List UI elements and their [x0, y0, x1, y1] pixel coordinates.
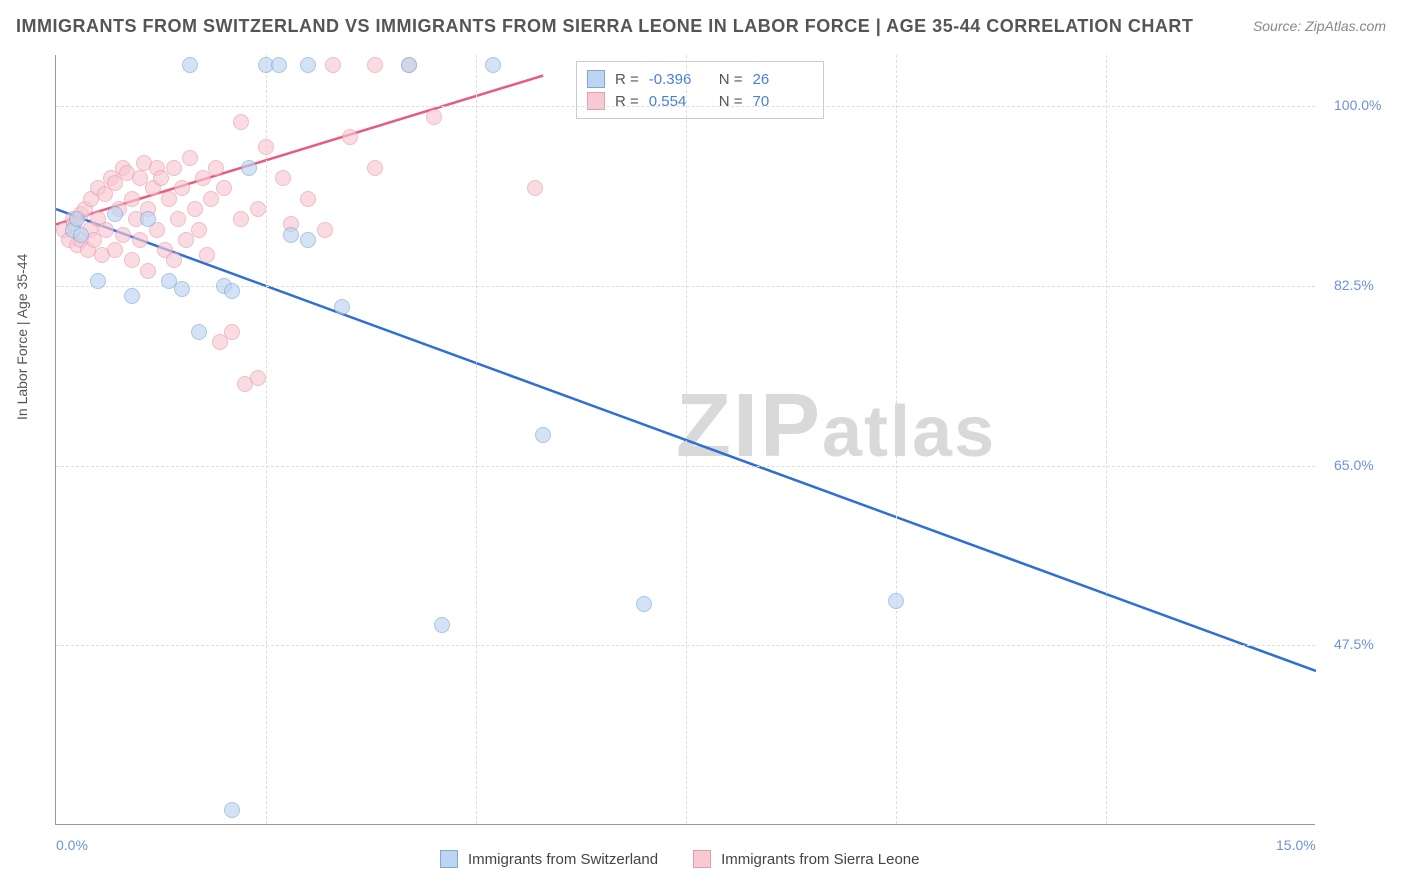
- legend-inset-row: R =-0.396N =26: [587, 68, 813, 90]
- scatter-point-b: [166, 160, 182, 176]
- x-tick-label: 0.0%: [56, 837, 88, 853]
- scatter-point-b: [199, 247, 215, 263]
- y-tick-label: 100.0%: [1334, 97, 1381, 113]
- scatter-point-b: [258, 139, 274, 155]
- scatter-point-b: [132, 232, 148, 248]
- scatter-point-b: [140, 263, 156, 279]
- legend-label: Immigrants from Sierra Leone: [721, 851, 919, 868]
- y-tick-label: 65.0%: [1334, 457, 1374, 473]
- scatter-point-b: [98, 222, 114, 238]
- legend-swatch: [693, 850, 711, 868]
- scatter-point-b: [250, 201, 266, 217]
- scatter-point-a: [401, 57, 417, 73]
- legend-inset: R =-0.396N =26R =0.554N =70: [576, 61, 824, 119]
- scatter-point-a: [191, 324, 207, 340]
- scatter-point-a: [107, 206, 123, 222]
- scatter-point-b: [187, 201, 203, 217]
- scatter-point-b: [426, 109, 442, 125]
- gridline-v: [266, 55, 267, 824]
- plot-area: ZIPatlas R =-0.396N =26R =0.554N =70 47.…: [55, 55, 1315, 825]
- legend-inset-row: R =0.554N =70: [587, 90, 813, 112]
- scatter-point-b: [182, 150, 198, 166]
- scatter-point-b: [300, 191, 316, 207]
- scatter-point-b: [166, 252, 182, 268]
- scatter-point-b: [342, 129, 358, 145]
- scatter-point-b: [107, 242, 123, 258]
- gridline-v: [896, 55, 897, 824]
- scatter-point-a: [241, 160, 257, 176]
- scatter-point-a: [224, 283, 240, 299]
- scatter-point-b: [174, 180, 190, 196]
- scatter-point-a: [535, 427, 551, 443]
- legend-bottom: Immigrants from Switzerland Immigrants fr…: [440, 850, 944, 868]
- scatter-point-b: [233, 114, 249, 130]
- watermark: ZIPatlas: [676, 375, 996, 478]
- scatter-point-a: [334, 299, 350, 315]
- scatter-point-b: [115, 227, 131, 243]
- scatter-point-a: [434, 617, 450, 633]
- scatter-point-a: [283, 227, 299, 243]
- scatter-point-b: [191, 222, 207, 238]
- scatter-point-a: [300, 232, 316, 248]
- gridline-v: [1106, 55, 1107, 824]
- scatter-point-a: [224, 802, 240, 818]
- gridline-v: [686, 55, 687, 824]
- scatter-point-b: [216, 180, 232, 196]
- y-tick-label: 82.5%: [1334, 277, 1374, 293]
- scatter-point-a: [271, 57, 287, 73]
- scatter-point-b: [170, 211, 186, 227]
- scatter-point-a: [69, 211, 85, 227]
- scatter-point-b: [367, 160, 383, 176]
- scatter-point-b: [317, 222, 333, 238]
- chart-title: IMMIGRANTS FROM SWITZERLAND VS IMMIGRANT…: [16, 16, 1193, 37]
- y-axis-title: In Labor Force | Age 35-44: [14, 254, 30, 420]
- gridline-v: [476, 55, 477, 824]
- scatter-point-a: [124, 288, 140, 304]
- scatter-point-b: [367, 57, 383, 73]
- scatter-point-a: [140, 211, 156, 227]
- legend-swatch: [440, 850, 458, 868]
- scatter-point-b: [224, 324, 240, 340]
- legend-label: Immigrants from Switzerland: [468, 851, 658, 868]
- scatter-point-a: [182, 57, 198, 73]
- scatter-point-b: [527, 180, 543, 196]
- y-tick-label: 47.5%: [1334, 636, 1374, 652]
- source-attribution: Source: ZipAtlas.com: [1253, 18, 1386, 34]
- legend-swatch: [587, 70, 605, 88]
- scatter-point-a: [90, 273, 106, 289]
- scatter-point-b: [208, 160, 224, 176]
- scatter-point-b: [233, 211, 249, 227]
- scatter-point-a: [636, 596, 652, 612]
- scatter-point-a: [174, 281, 190, 297]
- scatter-point-b: [124, 252, 140, 268]
- scatter-point-a: [888, 593, 904, 609]
- scatter-point-a: [73, 227, 89, 243]
- scatter-point-b: [325, 57, 341, 73]
- x-tick-label: 15.0%: [1276, 837, 1316, 853]
- scatter-point-a: [485, 57, 501, 73]
- scatter-point-b: [250, 370, 266, 386]
- scatter-point-b: [124, 191, 140, 207]
- scatter-point-a: [300, 57, 316, 73]
- scatter-point-b: [275, 170, 291, 186]
